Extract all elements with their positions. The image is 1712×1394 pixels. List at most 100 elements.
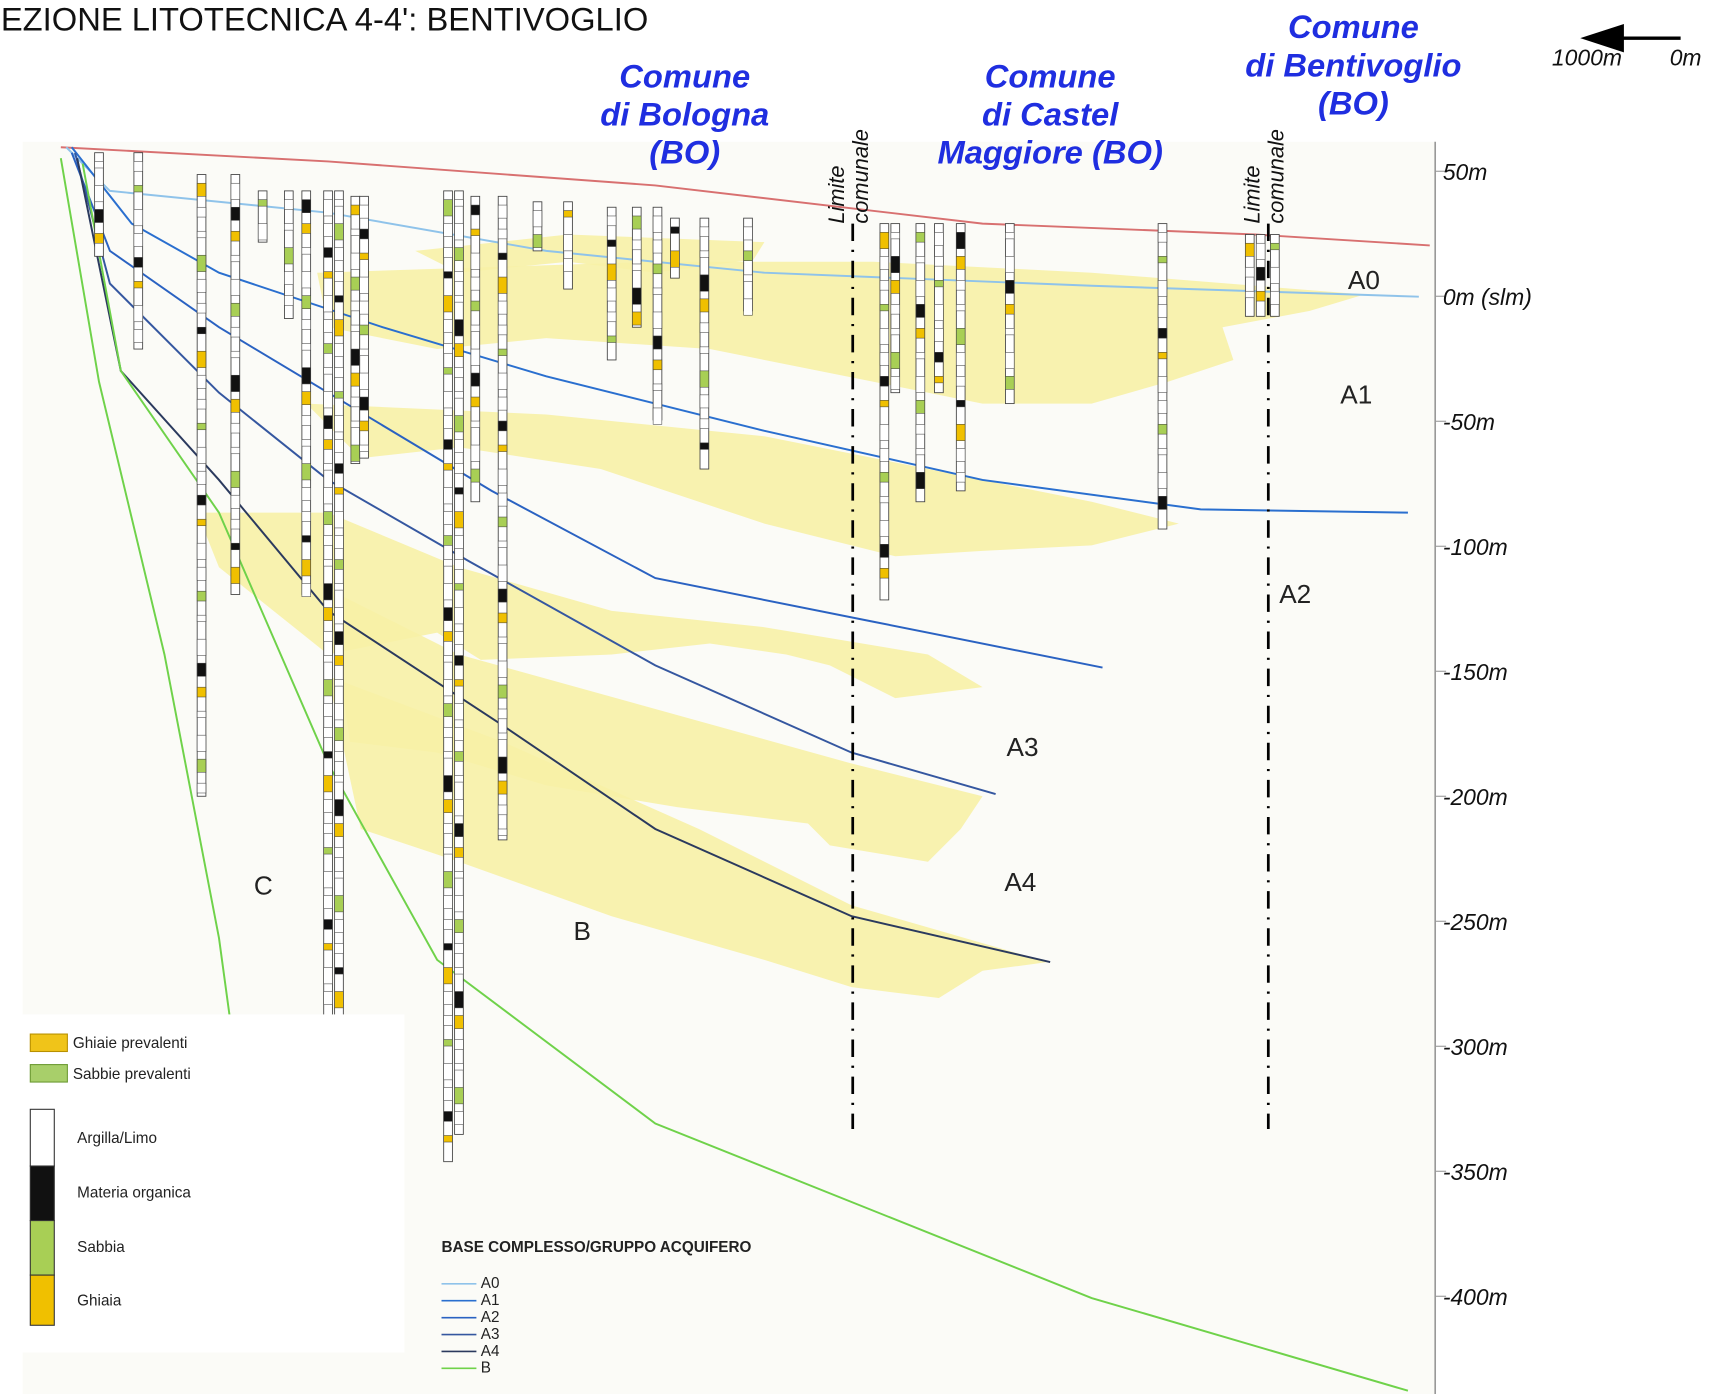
- borehole-layer: [334, 223, 344, 241]
- borehole-layer: [497, 540, 508, 548]
- borehole-layer: [334, 799, 344, 817]
- borehole-layer: [879, 424, 889, 441]
- borehole-layer: [454, 679, 464, 687]
- borehole-layer: [454, 487, 464, 495]
- legend-label: Sabbie prevalenti: [73, 1066, 191, 1083]
- municipality-label: Maggiore (BO): [937, 134, 1162, 171]
- borehole-layer: [301, 463, 311, 481]
- borehole-layer: [443, 583, 453, 601]
- borehole-layer: [454, 1087, 464, 1105]
- borehole-layer: [196, 470, 207, 485]
- borehole-layer: [301, 511, 311, 522]
- borehole: [606, 206, 617, 361]
- borehole-layer: [956, 448, 966, 462]
- borehole-layer: [359, 276, 369, 294]
- borehole-layer: [497, 228, 508, 240]
- borehole-layer: [323, 391, 333, 409]
- borehole-layer: [443, 1063, 453, 1081]
- base-line: [70, 152, 1103, 669]
- borehole-layer: [1157, 256, 1168, 264]
- borehole-layer: [879, 352, 889, 366]
- depth-label: -250m: [1443, 909, 1508, 935]
- borehole-layer: [443, 919, 453, 930]
- borehole-layer: [934, 328, 944, 342]
- borehole-layer: [359, 252, 369, 260]
- borehole-layer: [94, 233, 104, 244]
- borehole-layer: [284, 247, 294, 265]
- borehole-layer: [699, 418, 710, 429]
- borehole-layer: [915, 328, 925, 339]
- borehole-layer: [301, 487, 311, 501]
- depth-label: 0m (slm): [1443, 284, 1532, 310]
- borehole-layer: [196, 254, 207, 272]
- borehole-layer: [497, 468, 508, 486]
- borehole-layer: [699, 226, 710, 237]
- borehole-layer: [334, 631, 344, 645]
- borehole-layer: [301, 583, 311, 597]
- borehole-layer: [497, 612, 508, 624]
- municipality-label: di Castel: [982, 95, 1119, 132]
- borehole-layer: [454, 1015, 464, 1029]
- borehole-layer: [334, 295, 344, 303]
- borehole-layer: [1256, 290, 1266, 302]
- borehole-layer: [230, 350, 240, 359]
- borehole-layer: [133, 161, 143, 172]
- borehole-layer: [443, 631, 453, 642]
- borehole-layer: [1157, 232, 1168, 243]
- borehole-layer: [454, 439, 464, 453]
- borehole-layer: [1157, 496, 1168, 510]
- borehole-layer: [497, 516, 508, 528]
- borehole-layer: [301, 439, 311, 447]
- borehole-layer: [230, 470, 240, 488]
- borehole-layer: [443, 607, 453, 621]
- legend-label: A0: [481, 1275, 500, 1292]
- legend-label: Sabbia: [77, 1239, 125, 1256]
- borehole-layer: [359, 300, 369, 315]
- borehole-layer: [879, 472, 889, 483]
- borehole-layer: [230, 494, 240, 509]
- borehole-layer: [443, 487, 453, 505]
- borehole-layer: [497, 372, 508, 390]
- borehole-layer: [652, 215, 663, 233]
- unit-label: A4: [1004, 867, 1036, 897]
- borehole-layer: [196, 782, 207, 794]
- borehole-layer: [879, 568, 889, 579]
- borehole-layer: [532, 234, 543, 248]
- scale-right: 0m: [1670, 44, 1702, 70]
- borehole-layer: [454, 463, 464, 474]
- borehole-layer: [915, 232, 925, 243]
- unit-label: C: [254, 870, 273, 900]
- borehole-layer: [334, 487, 344, 495]
- borehole-layer: [1256, 242, 1266, 260]
- depth-label: -200m: [1443, 784, 1508, 810]
- borehole-layer: [323, 799, 333, 813]
- borehole-layer: [443, 439, 453, 450]
- borehole-layer: [133, 209, 143, 227]
- borehole-layer: [470, 372, 480, 387]
- borehole-layer: [323, 895, 333, 909]
- borehole-layer: [334, 991, 344, 1009]
- borehole-layer: [1005, 328, 1015, 336]
- boundary-label: Limite: [824, 165, 849, 223]
- borehole-layer: [230, 398, 240, 413]
- borehole-layer: [652, 359, 663, 371]
- borehole-layer: [443, 247, 453, 258]
- borehole-layer: [699, 322, 710, 333]
- borehole-layer: [334, 847, 344, 858]
- borehole-layer: [323, 199, 333, 217]
- borehole-layer: [454, 943, 464, 954]
- borehole-layer: [443, 751, 453, 759]
- borehole-layer: [323, 247, 333, 258]
- borehole-layer: [323, 655, 333, 663]
- borehole-layer: [301, 199, 311, 213]
- borehole-layer: [359, 348, 369, 356]
- borehole-layer: [443, 559, 453, 567]
- legend-label: B: [481, 1360, 491, 1377]
- borehole-layer: [133, 329, 143, 343]
- base-line: [81, 163, 1409, 1392]
- unit-label: A1: [1340, 380, 1372, 410]
- borehole-layer: [334, 319, 344, 337]
- borehole-layer: [334, 919, 344, 933]
- aquifer-lens: [328, 589, 983, 862]
- borehole-layer: [915, 304, 925, 318]
